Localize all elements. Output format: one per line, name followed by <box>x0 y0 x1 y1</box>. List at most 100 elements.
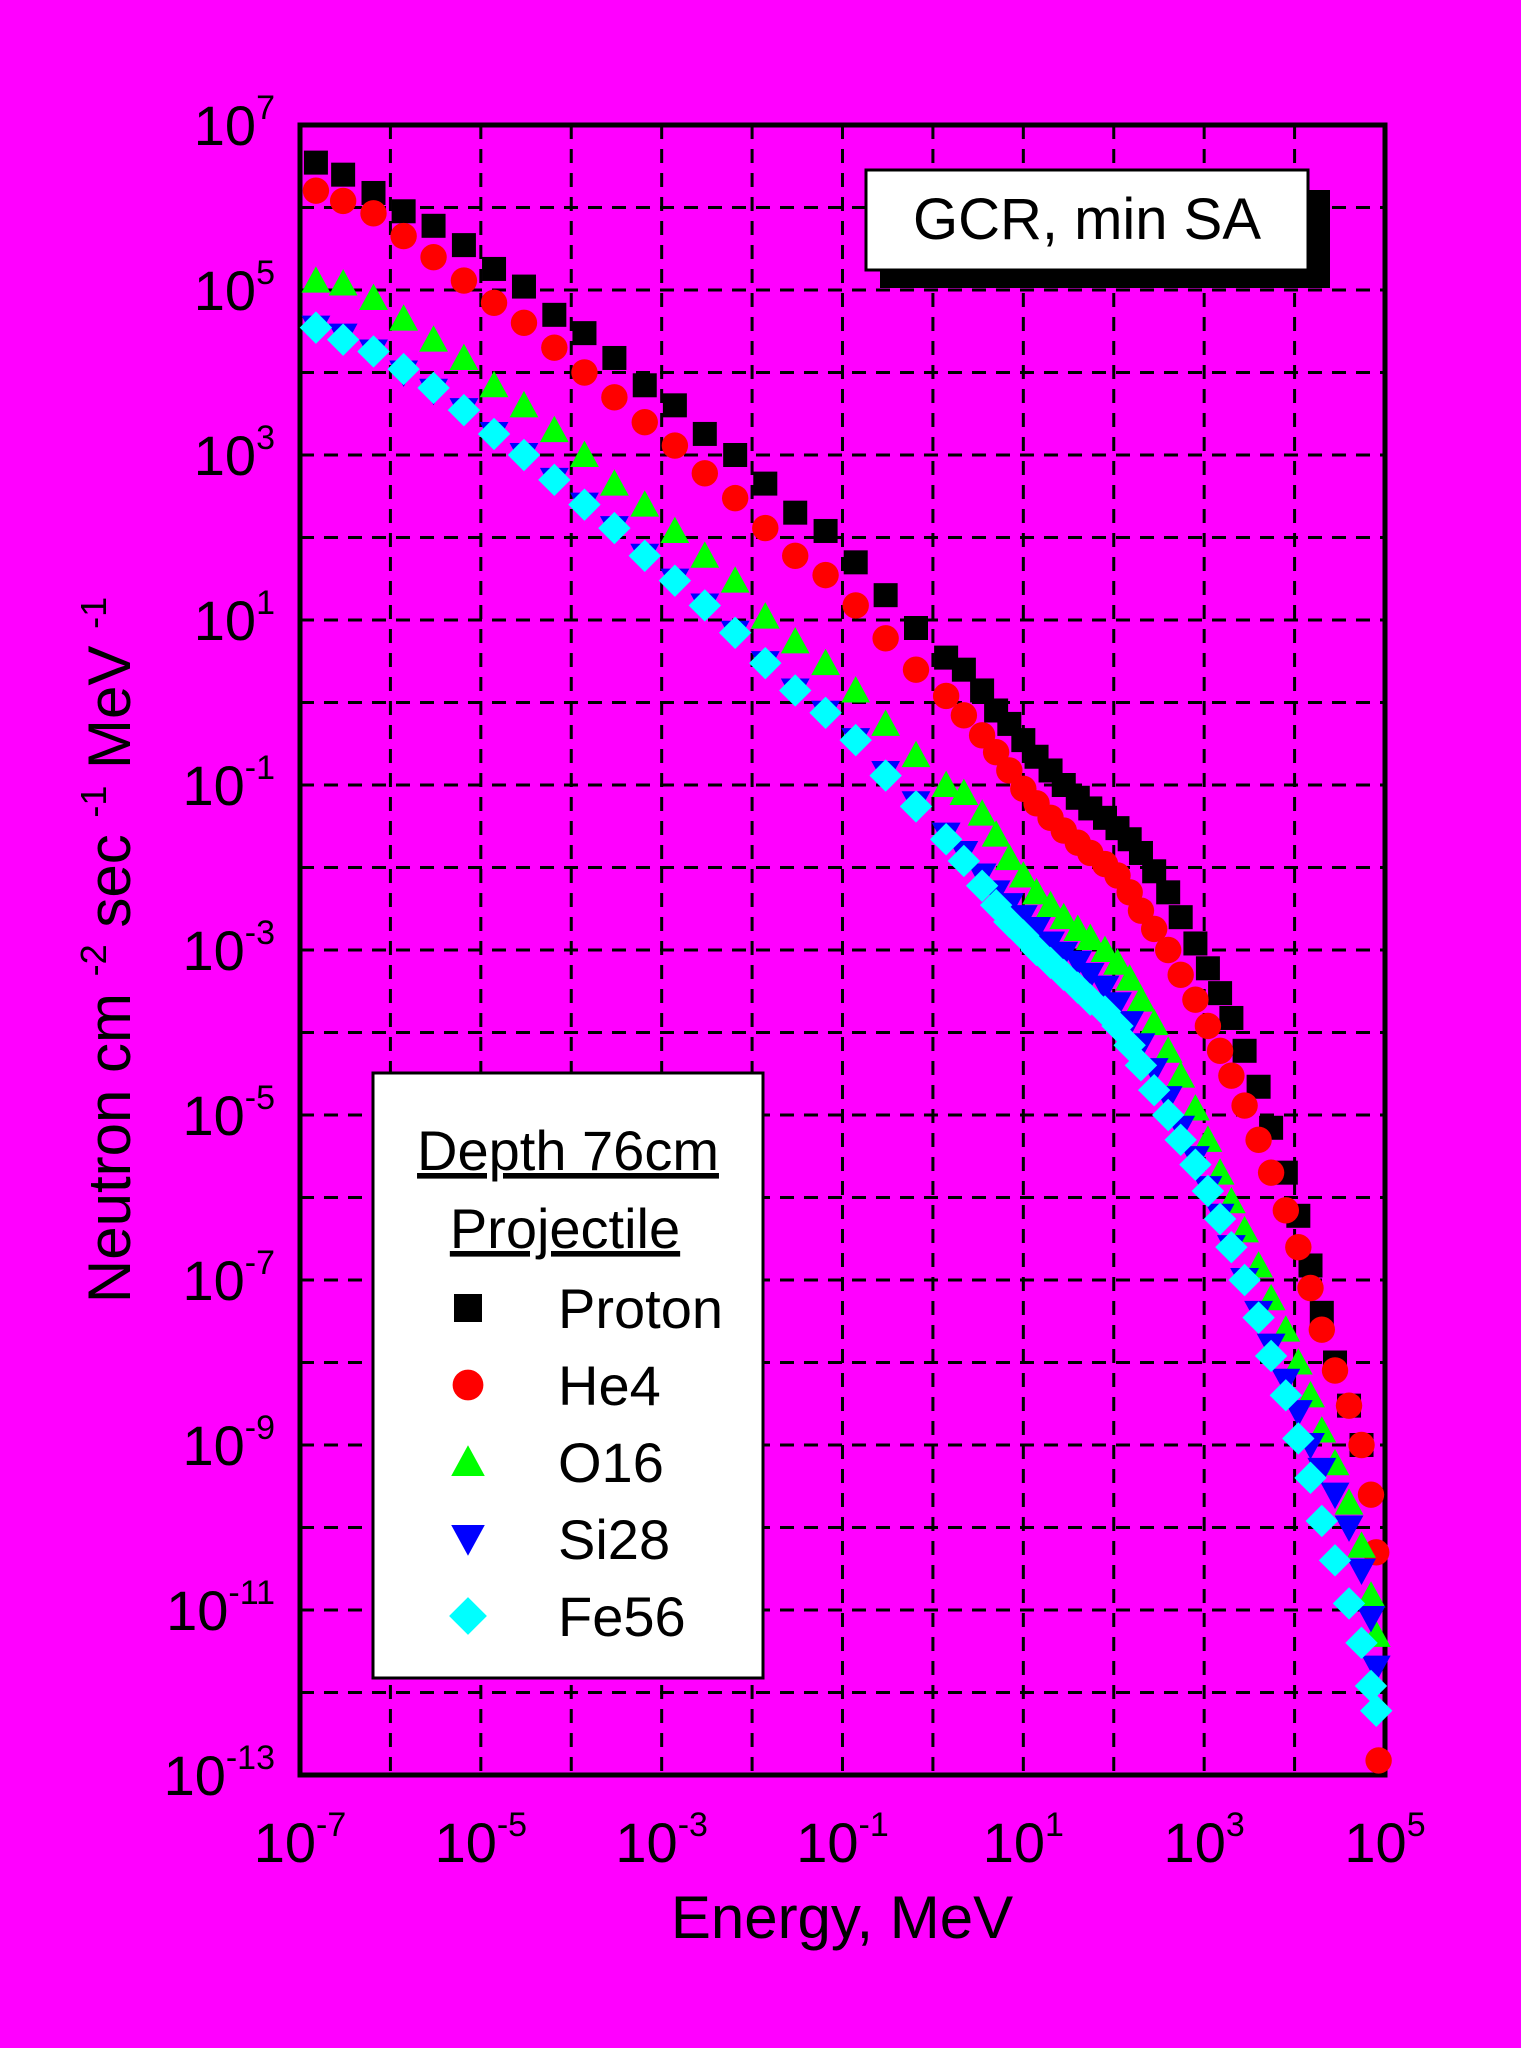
data-point-he4 <box>420 243 447 271</box>
data-point-proton <box>970 678 995 703</box>
x-tick-base: 10 <box>435 1811 497 1874</box>
x-tick-label: 105 <box>1344 1806 1425 1874</box>
data-point-fe56 <box>947 844 981 878</box>
x-tick-label: 10-7 <box>254 1806 347 1874</box>
x-tick-exp: 3 <box>1226 1806 1245 1844</box>
data-point-o16 <box>479 370 509 398</box>
x-tick-exp: -1 <box>859 1806 889 1844</box>
x-tick-exp: 5 <box>1407 1806 1426 1844</box>
legend-label-he4: He4 <box>558 1354 661 1417</box>
data-point-he4 <box>541 334 568 361</box>
legend: Depth 76cm Projectile Proton He4 O16 Si28 Fe… <box>371 1071 765 1680</box>
data-point-fe56 <box>779 674 812 707</box>
data-point-fe56 <box>598 511 631 545</box>
data-point-o16 <box>1166 1061 1196 1088</box>
data-point-fe56 <box>417 371 450 405</box>
data-point-he4 <box>1335 1392 1363 1419</box>
legend-label-proton: Proton <box>558 1277 723 1340</box>
data-point-he4 <box>571 359 598 386</box>
data-point-o16 <box>949 778 979 805</box>
y-tick-base: 10 <box>164 1744 226 1807</box>
y-tick-base: 10 <box>194 424 256 487</box>
data-point-fe56 <box>1088 995 1122 1028</box>
data-point-si28 <box>1283 1400 1313 1427</box>
data-point-fe56 <box>1354 1669 1388 1703</box>
data-point-o16 <box>630 490 660 517</box>
y-tick-exp: 1 <box>256 584 275 622</box>
y-tick-exp: -7 <box>245 1244 275 1282</box>
data-point-fe56 <box>1151 1098 1185 1132</box>
data-point-fe56 <box>1282 1422 1315 1455</box>
data-point-he4 <box>601 384 628 411</box>
legend-box <box>371 1071 765 1680</box>
data-point-o16 <box>1008 861 1038 888</box>
data-point-o16 <box>539 415 569 443</box>
data-point-o16 <box>1193 1125 1223 1152</box>
data-point-proton <box>303 150 328 175</box>
y-axis-title-exp-1: -2 <box>73 944 114 976</box>
data-point-o16 <box>967 799 997 826</box>
data-point-o16 <box>811 648 840 676</box>
data-point-proton <box>542 302 567 327</box>
data-point-he4 <box>631 408 658 436</box>
data-point-proton <box>1168 905 1193 930</box>
data-point-proton <box>602 345 627 370</box>
data-point-si28 <box>1049 941 1079 969</box>
data-point-fe56 <box>869 759 902 792</box>
data-point-fe56 <box>1203 1202 1237 1236</box>
data-point-fe56 <box>1360 1694 1393 1728</box>
data-point-he4 <box>450 267 478 294</box>
y-tick-base: 10 <box>182 1084 244 1147</box>
y-axis-title-exp-2: -1 <box>73 786 114 818</box>
data-point-proton <box>482 256 507 281</box>
x-tick-exp: -3 <box>678 1806 708 1844</box>
data-point-o16 <box>328 269 358 296</box>
y-tick-label: 105 <box>194 254 275 322</box>
x-tick-label: 103 <box>1164 1806 1245 1874</box>
data-point-he4 <box>1321 1357 1349 1384</box>
legend-label-o16: O16 <box>558 1431 664 1494</box>
data-point-o16 <box>599 469 629 496</box>
data-point-o16 <box>1075 923 1105 950</box>
x-tick-label: 10-1 <box>796 1806 889 1874</box>
x-tick-exp: 1 <box>1045 1806 1064 1844</box>
data-point-proton <box>421 213 446 238</box>
data-point-fe56 <box>718 616 752 649</box>
y-axis-title-text-3: MeV <box>76 646 143 769</box>
y-tick-exp: 7 <box>256 89 275 127</box>
data-point-o16 <box>931 770 961 797</box>
data-point-fe56 <box>1332 1587 1366 1620</box>
y-tick-label: 10-13 <box>164 1739 275 1807</box>
data-point-o16 <box>509 390 539 418</box>
data-point-he4 <box>752 514 779 542</box>
data-point-he4 <box>1167 961 1194 989</box>
data-point-fe56 <box>1179 1148 1212 1181</box>
data-point-he4 <box>721 484 749 512</box>
y-tick-base: 10 <box>194 589 256 652</box>
data-point-si28 <box>1022 916 1051 944</box>
data-point-fe56 <box>688 589 722 622</box>
data-point-he4 <box>1154 936 1182 964</box>
data-point-si28 <box>1307 1457 1337 1485</box>
data-point-fe56 <box>1164 1123 1197 1157</box>
series-fe56 <box>299 311 1393 1728</box>
data-point-fe56 <box>1007 919 1040 952</box>
data-point-o16 <box>1115 964 1145 991</box>
legend-marker-si28 <box>451 1525 485 1556</box>
data-point-o16 <box>1036 890 1065 918</box>
y-tick-exp: 5 <box>256 254 275 292</box>
data-point-he4 <box>1182 986 1209 1013</box>
data-point-fe56 <box>387 352 420 386</box>
data-point-si28 <box>1356 1605 1386 1633</box>
data-point-fe56 <box>1215 1230 1248 1264</box>
data-point-o16 <box>720 566 750 593</box>
y-axis-ticks: 10710510310110-110-310-510-710-910-1110-… <box>164 89 275 1807</box>
legend-marker-proton <box>454 1294 482 1322</box>
data-point-o16 <box>660 516 690 543</box>
y-tick-label: 10-5 <box>182 1079 275 1147</box>
data-point-fe56 <box>1101 1009 1134 1043</box>
x-tick-base: 10 <box>983 1811 1045 1874</box>
y-tick-label: 101 <box>194 584 275 652</box>
data-point-he4 <box>842 592 869 619</box>
